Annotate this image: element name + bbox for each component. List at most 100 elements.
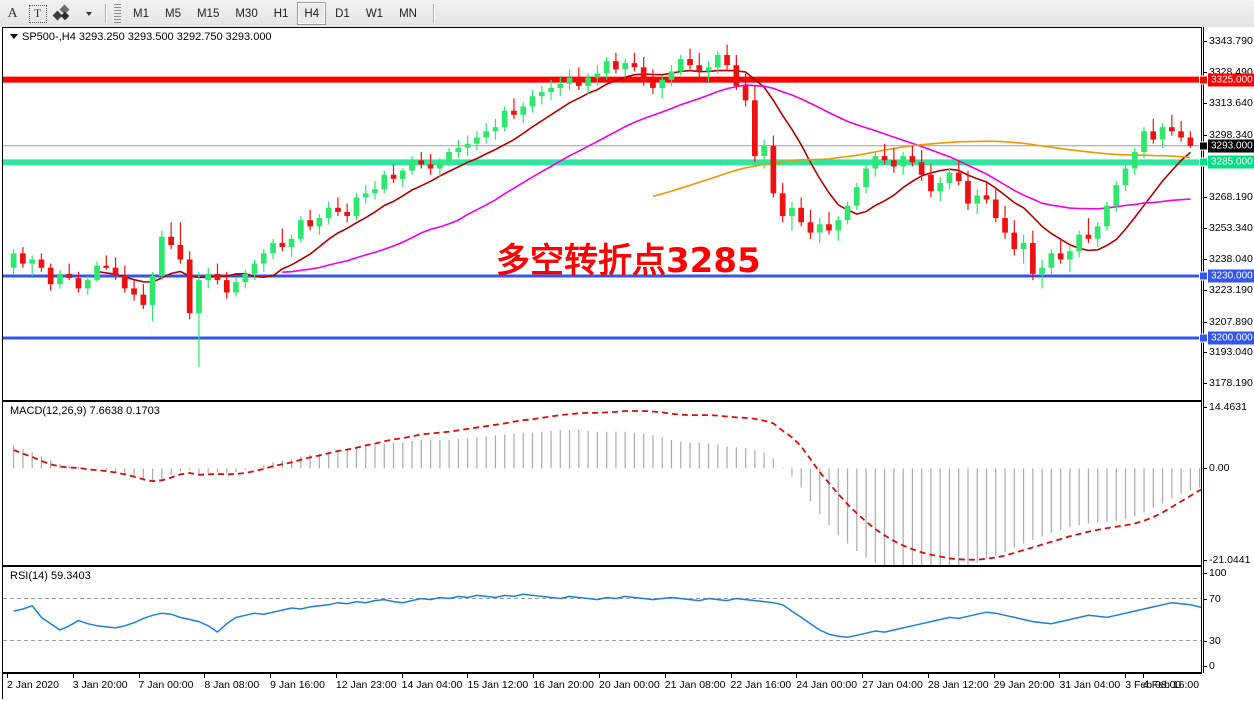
timeframe-mn[interactable]: MN xyxy=(399,7,417,20)
price-axis-label: 3223.190 xyxy=(1209,284,1253,297)
time-axis-label: 3 Feb 08:00 xyxy=(1125,679,1182,691)
time-axis-label: 20 Jan 00:00 xyxy=(599,679,660,691)
time-axis-label: 28 Jan 12:00 xyxy=(927,679,989,691)
time-axis-tick xyxy=(1143,674,1144,678)
timeframe-m1[interactable]: M1 xyxy=(133,7,149,20)
price-badge-3325[interactable]: 3325.000 xyxy=(1208,73,1254,87)
macd-axis-label: 0.00 xyxy=(1209,462,1230,475)
toolbar-separator-2 xyxy=(432,4,435,23)
rsi-plot[interactable] xyxy=(3,567,1201,672)
price-chart-svg xyxy=(3,44,1201,367)
time-axis-tick xyxy=(467,674,469,678)
price-axis-label: 3313.640 xyxy=(1209,97,1253,110)
rsi-axis-label: 30 xyxy=(1209,634,1221,647)
price-pane[interactable]: SP500-,H4 3293.250 3293.500 3292.750 329… xyxy=(2,27,1202,401)
price-axis-label: 3193.040 xyxy=(1209,346,1253,359)
macd-axis-label: 14.4631 xyxy=(1209,401,1247,413)
price-badge-3285-handle[interactable] xyxy=(1199,157,1208,167)
time-axis-label: 27 Jan 04:00 xyxy=(862,679,923,691)
time-axis-tick xyxy=(533,674,535,678)
axis-tick xyxy=(1203,468,1207,470)
axis-tick xyxy=(1203,560,1207,561)
time-axis-tick xyxy=(730,674,732,678)
timeframe-h4[interactable]: H4 xyxy=(297,2,327,25)
price-badge-3325-handle[interactable] xyxy=(1199,75,1208,85)
price-badge-3200-handle[interactable] xyxy=(1199,333,1208,343)
axis-tick xyxy=(1203,383,1207,385)
time-axis-tick xyxy=(796,674,798,678)
axis-tick xyxy=(1203,407,1207,408)
macd-pane[interactable]: MACD(12,26,9) 7.6638 0.1703 xyxy=(2,401,1202,566)
timeframe-h1[interactable]: H1 xyxy=(273,7,289,20)
rsi-chart-svg xyxy=(3,593,1201,641)
time-axis-label: 24 Jan 00:00 xyxy=(796,679,858,691)
time-axis-label: 15 Jan 12:00 xyxy=(467,679,529,691)
price-badge-3230[interactable]: 3230.000 xyxy=(1208,269,1254,283)
timeframe-w1[interactable]: W1 xyxy=(365,7,384,20)
price-axis-label: 3178.190 xyxy=(1209,377,1253,390)
time-axis-tick xyxy=(270,674,272,678)
label-tool-icon[interactable]: T xyxy=(26,2,49,25)
price-badge-3293-handle[interactable] xyxy=(1199,141,1208,151)
time-axis-label: 14 Jan 04:00 xyxy=(401,679,463,691)
rsi-pane[interactable]: RSI(14) 59.3403 xyxy=(2,566,1202,673)
time-axis-tick xyxy=(862,674,864,678)
shapes-tool-icon[interactable] xyxy=(51,2,74,25)
time-axis[interactable]: 2 Jan 2020 3 Jan 20:00 7 Jan 00:00 8 Jan 08… xyxy=(2,673,1202,699)
time-axis-tick xyxy=(1059,674,1061,678)
shapes-glyph xyxy=(52,4,71,21)
price-badge-3230-handle[interactable] xyxy=(1199,271,1208,281)
rsi-pane-label: RSI(14) 59.3403 xyxy=(8,570,93,582)
timeframe-d1[interactable]: D1 xyxy=(335,7,350,20)
collapse-caret-icon[interactable] xyxy=(10,34,18,39)
time-axis-label: 22 Jan 16:00 xyxy=(730,679,792,691)
toolbar-grip[interactable] xyxy=(114,4,121,23)
axis-tick xyxy=(1203,666,1207,667)
price-axis-label: 3253.340 xyxy=(1209,221,1253,234)
axis-tick xyxy=(1203,40,1207,42)
chart-frame: SP500-,H4 3293.250 3293.500 3292.750 329… xyxy=(0,27,1254,701)
axis-vertical-line xyxy=(1203,27,1204,673)
shapes-dropdown-icon[interactable] xyxy=(76,2,99,25)
time-axis-label: 4 Feb 16:00 xyxy=(1143,679,1200,691)
label-tool-box: T xyxy=(28,4,47,23)
axis-tick xyxy=(1203,352,1207,354)
time-axis-label: 9 Jan 16:00 xyxy=(270,679,325,691)
price-badge-3200[interactable]: 3200.000 xyxy=(1208,331,1254,345)
rsi-axis-label: 70 xyxy=(1209,592,1221,605)
time-axis-tick xyxy=(1125,674,1127,678)
time-axis-label: 31 Jan 04:00 xyxy=(1059,679,1121,691)
time-axis-tick xyxy=(72,674,74,678)
time-axis-tick xyxy=(335,674,337,678)
time-axis-tick xyxy=(7,674,8,678)
price-plot[interactable] xyxy=(3,28,1201,400)
axis-tick xyxy=(1203,290,1207,292)
price-axis[interactable]: 3343.7903328.4903313.6403298.3403268.190… xyxy=(1199,27,1254,673)
timeframe-m15[interactable]: M15 xyxy=(196,7,220,20)
timeframe-m5[interactable]: M5 xyxy=(164,7,181,20)
time-axis-tick xyxy=(927,674,929,678)
price-pane-label: SP500-,H4 3293.250 3293.500 3292.750 329… xyxy=(8,31,274,43)
axis-tick xyxy=(1203,573,1207,574)
time-axis-label: 29 Jan 20:00 xyxy=(993,679,1055,691)
price-badge-3285[interactable]: 3285.000 xyxy=(1208,155,1254,169)
time-axis-tick xyxy=(993,674,995,678)
toolbar-separator xyxy=(105,4,107,23)
text-tool-icon[interactable]: A xyxy=(7,5,18,21)
time-axis-tick xyxy=(401,674,403,678)
price-badge-3293[interactable]: 3293.000 xyxy=(1208,139,1254,153)
axis-tick xyxy=(1203,227,1207,229)
price-axis-label: 3207.890 xyxy=(1209,315,1253,328)
time-axis-label: 16 Jan 20:00 xyxy=(533,679,594,691)
time-axis-label: 21 Jan 08:00 xyxy=(664,679,726,691)
axis-tick xyxy=(1203,197,1207,199)
axis-tick xyxy=(1203,259,1207,261)
time-axis-label: 8 Jan 08:00 xyxy=(204,679,260,691)
toolbar: A T M1 M5 M15 M30 H1 H4 D1 W1 MN xyxy=(0,0,1254,28)
rsi-axis-label: 0 xyxy=(1209,660,1215,672)
axis-tick xyxy=(1203,72,1207,74)
macd-plot[interactable] xyxy=(3,402,1201,565)
timeframe-m30[interactable]: M30 xyxy=(235,7,258,20)
axis-tick xyxy=(1203,640,1207,642)
